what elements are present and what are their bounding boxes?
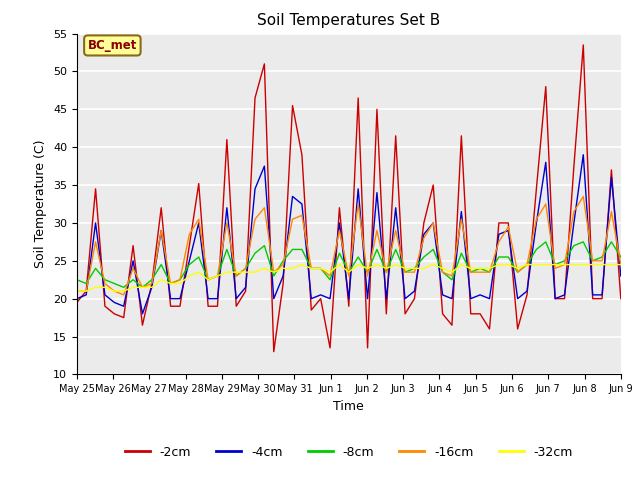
-32cm [617, 262, 625, 267]
Line: -8cm: -8cm [77, 242, 621, 288]
Text: BC_met: BC_met [88, 39, 137, 52]
-2cm [92, 186, 99, 192]
-2cm [579, 42, 587, 48]
-32cm [92, 285, 99, 290]
-32cm [129, 285, 137, 290]
-8cm [617, 254, 625, 260]
-8cm [92, 265, 99, 271]
-16cm [579, 193, 587, 199]
-16cm [120, 292, 127, 298]
-8cm [167, 281, 175, 287]
-16cm [364, 273, 371, 279]
-4cm [167, 296, 175, 301]
-2cm [73, 300, 81, 305]
-4cm [223, 205, 230, 211]
-2cm [270, 349, 278, 355]
-4cm [139, 311, 147, 317]
X-axis label: Time: Time [333, 400, 364, 413]
-32cm [214, 273, 221, 279]
-8cm [476, 265, 484, 271]
-32cm [73, 288, 81, 294]
-16cm [223, 220, 230, 226]
-16cm [92, 239, 99, 245]
-2cm [617, 296, 625, 301]
Y-axis label: Soil Temperature (C): Soil Temperature (C) [35, 140, 47, 268]
Line: -32cm: -32cm [77, 264, 621, 291]
Title: Soil Temperatures Set B: Soil Temperatures Set B [257, 13, 440, 28]
-8cm [120, 285, 127, 290]
-4cm [476, 292, 484, 298]
-2cm [476, 311, 484, 317]
-16cm [167, 281, 175, 287]
-32cm [157, 277, 165, 283]
-8cm [542, 239, 550, 245]
-32cm [364, 265, 371, 271]
-2cm [129, 243, 137, 249]
-8cm [223, 247, 230, 252]
Line: -16cm: -16cm [77, 196, 621, 295]
-32cm [298, 262, 306, 267]
-2cm [214, 303, 221, 309]
-16cm [476, 269, 484, 275]
Line: -4cm: -4cm [77, 155, 621, 314]
-4cm [579, 152, 587, 157]
-32cm [476, 265, 484, 271]
-8cm [73, 277, 81, 283]
-4cm [73, 296, 81, 301]
-16cm [139, 285, 147, 290]
-2cm [364, 345, 371, 351]
-8cm [139, 285, 147, 290]
-4cm [92, 220, 99, 226]
-4cm [617, 273, 625, 279]
-8cm [364, 269, 371, 275]
Line: -2cm: -2cm [77, 45, 621, 352]
Legend: -2cm, -4cm, -8cm, -16cm, -32cm: -2cm, -4cm, -8cm, -16cm, -32cm [120, 441, 578, 464]
-16cm [617, 262, 625, 267]
-4cm [129, 258, 137, 264]
-4cm [364, 296, 371, 301]
-2cm [157, 205, 165, 211]
-16cm [73, 288, 81, 294]
